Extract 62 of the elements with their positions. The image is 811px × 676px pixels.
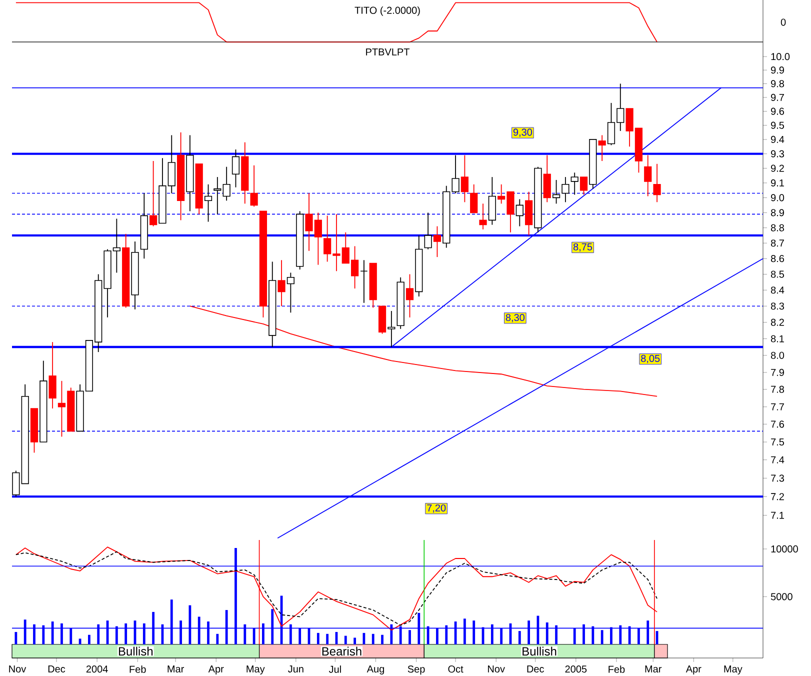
y-tick-label: 9.2: [771, 164, 784, 172]
x-tick-label: May: [246, 666, 265, 674]
y-tick-label: 7.2: [771, 493, 784, 500]
ref-line-label: 9,30: [513, 128, 532, 137]
x-tick-label: Mar: [645, 666, 662, 672]
x-tick-label: Nov: [9, 666, 26, 672]
y-tick-label: 8.2: [770, 318, 784, 326]
x-tick-label: 2004: [86, 666, 108, 673]
x-tick-label: Dec: [48, 666, 66, 672]
y-tick-label: 8.8: [770, 224, 784, 232]
y-tick-label: 9.6: [771, 108, 784, 115]
ref-line-label: 7,20: [427, 504, 446, 513]
ref-line-label: 8,30: [506, 314, 525, 322]
y-tick-label: 8.3: [770, 302, 784, 310]
x-tick-label: Feb: [608, 666, 625, 673]
x-tick-label: Aug: [366, 666, 384, 674]
y-tick-label: 7.5: [771, 438, 784, 446]
x-tick-label: Mar: [168, 666, 184, 672]
y-tick-label: 9.0: [771, 194, 784, 202]
y-tick-label: 8.0: [770, 352, 784, 359]
y-tick-label: 5000: [770, 593, 792, 600]
chart-title: PTBVLPT: [366, 48, 410, 56]
y-tick-label: 7.3: [771, 474, 784, 482]
y-tick-label: 9.9: [771, 66, 784, 74]
y-tick-label: 8.6: [770, 255, 784, 262]
band-label: Bullish: [118, 646, 153, 656]
y-tick-label: 7.8: [771, 386, 784, 393]
y-tick-label: 8.4: [770, 286, 784, 294]
x-tick-label: Jun: [288, 666, 304, 672]
x-tick-label: Dec: [527, 666, 544, 672]
ref-line-label: 8,05: [641, 354, 660, 364]
y-tick-label: 8.1: [770, 335, 784, 342]
y-tick-label: 7.1: [771, 512, 784, 519]
text: 0: [780, 18, 786, 26]
y-tick-label: 9.3: [771, 150, 784, 158]
x-tick-label: Apr: [686, 666, 702, 674]
ref-line-label: 8,75: [573, 243, 592, 252]
y-tick-label: 9.5: [771, 122, 784, 129]
y-tick-label: 9.1: [771, 179, 784, 186]
chart-title: TITO (-2.0000): [354, 6, 420, 16]
x-tick-label: Feb: [130, 666, 146, 673]
band-label: Bullish: [522, 646, 556, 656]
x-tick-label: Jul: [328, 666, 341, 673]
x-tick-label: Sep: [408, 666, 425, 675]
x-tick-label: May: [724, 666, 742, 674]
x-tick-label: Nov: [488, 666, 505, 672]
y-tick-label: 9.7: [771, 94, 784, 101]
x-tick-label: 2005: [565, 666, 587, 673]
y-tick-label: 10.0: [771, 53, 790, 60]
y-tick-label: 10000: [771, 545, 798, 552]
y-tick-label: 9.4: [771, 136, 784, 143]
band-label: Bearish: [322, 646, 362, 656]
y-tick-label: 7.6: [771, 420, 784, 428]
y-tick-label: 8.7: [770, 240, 784, 247]
y-tick-label: 8.9: [770, 209, 784, 216]
x-tick-label: Apr: [208, 666, 224, 674]
y-tick-label: 7.9: [771, 368, 784, 376]
y-tick-label: 7.7: [771, 403, 784, 410]
x-tick-label: Oct: [448, 666, 464, 673]
y-tick-label: 8.5: [770, 270, 784, 278]
y-tick-label: 9.8: [771, 80, 784, 88]
y-tick-label: 7.4: [771, 456, 784, 464]
